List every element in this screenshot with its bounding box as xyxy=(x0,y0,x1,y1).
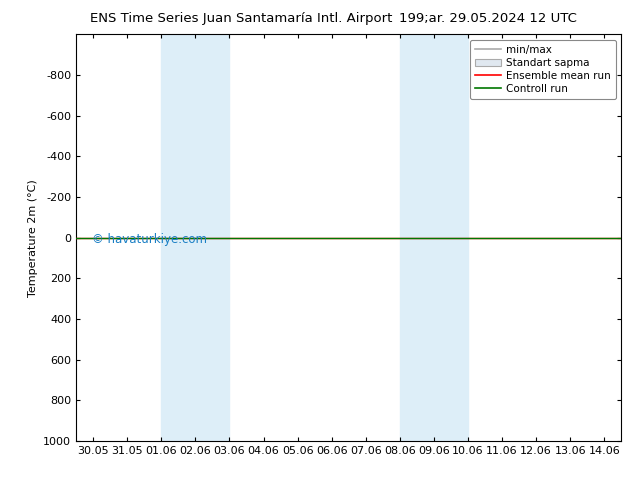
Text: 199;ar. 29.05.2024 12 UTC: 199;ar. 29.05.2024 12 UTC xyxy=(399,12,577,25)
Bar xyxy=(434,34,468,441)
Text: ENS Time Series Juan Santamaría Intl. Airport: ENS Time Series Juan Santamaría Intl. Ai… xyxy=(90,12,392,25)
Y-axis label: Temperature 2m (°C): Temperature 2m (°C) xyxy=(28,179,37,296)
Text: © havaturkiye.com: © havaturkiye.com xyxy=(93,233,207,246)
Bar xyxy=(400,34,434,441)
Legend: min/max, Standart sapma, Ensemble mean run, Controll run: min/max, Standart sapma, Ensemble mean r… xyxy=(470,40,616,99)
Bar xyxy=(195,34,230,441)
Bar xyxy=(161,34,195,441)
